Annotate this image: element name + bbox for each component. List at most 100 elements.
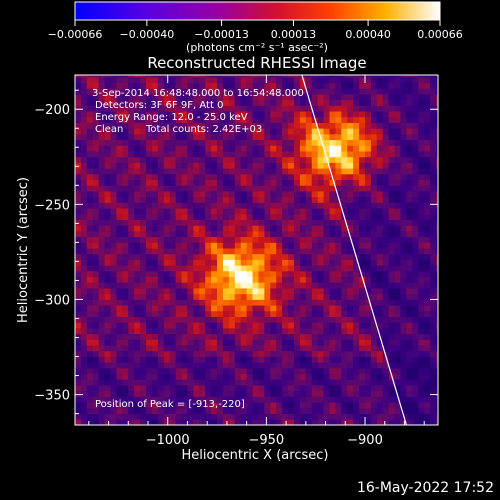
heatmap-cell [104, 133, 111, 141]
heatmap-cell [146, 242, 153, 249]
heatmap-cell [424, 82, 431, 89]
heatmap-cell [134, 282, 141, 289]
heatmap-cell [400, 288, 407, 295]
heatmap-cell [128, 82, 135, 89]
heatmap-cell [436, 293, 438, 300]
heatmap-cell [276, 299, 283, 306]
heatmap-cell [293, 225, 301, 232]
heatmap-cell [335, 390, 342, 397]
heatmap-cell [430, 230, 437, 238]
heatmap-cell [75, 139, 82, 146]
heatmap-cell [116, 253, 123, 260]
heatmap-cell [376, 385, 384, 392]
heatmap-cell [222, 345, 230, 352]
heatmap-cell [276, 173, 283, 181]
heatmap-cell [347, 128, 354, 135]
heatmap-cell [151, 242, 159, 249]
heatmap-cell [382, 145, 390, 152]
heatmap-cell [211, 270, 218, 278]
heatmap-cell [222, 259, 230, 266]
heatmap-cell [299, 310, 307, 317]
heatmap-cell [282, 310, 289, 317]
heatmap-cell [335, 270, 342, 278]
heatmap-cell [341, 196, 348, 203]
heatmap-cell [305, 339, 313, 346]
heatmap-cell [288, 413, 295, 420]
heatmap-cell [335, 162, 342, 169]
heatmap-cell [116, 288, 123, 295]
heatmap-cell [329, 202, 336, 209]
heatmap-cell [240, 413, 248, 420]
heatmap-cell [217, 139, 224, 146]
heatmap-cell [246, 322, 253, 329]
heatmap-cell [359, 350, 366, 357]
heatmap-cell [430, 133, 437, 141]
heatmap-cell [418, 173, 425, 181]
heatmap-cell [234, 94, 242, 101]
heatmap-cell [75, 350, 82, 357]
heatmap-cell [222, 225, 230, 232]
heatmap-cell [264, 105, 271, 112]
heatmap-cell [406, 362, 413, 369]
heatmap-cell [217, 385, 224, 392]
heatmap-cell [382, 350, 390, 357]
heatmap-cell [317, 173, 324, 181]
heatmap-cell [359, 419, 366, 425]
heatmap-cell [406, 208, 413, 215]
heatmap-cell [264, 76, 271, 84]
heatmap-cell [116, 82, 123, 89]
heatmap-cell [341, 162, 348, 169]
heatmap-cell [329, 385, 336, 392]
heatmap-cell [146, 310, 153, 317]
heatmap-cell [365, 299, 372, 306]
heatmap-cell [335, 419, 342, 425]
heatmap-cell [110, 76, 117, 84]
heatmap-cell [424, 419, 431, 425]
heatmap-cell [86, 248, 94, 255]
heatmap-cell [222, 76, 230, 84]
heatmap-cell [299, 230, 307, 238]
heatmap-cell [187, 270, 194, 278]
heatmap-cell [282, 122, 289, 129]
heatmap-cell [205, 99, 212, 106]
heatmap-cell [146, 316, 153, 323]
heatmap-cell [98, 373, 105, 380]
heatmap-cell [222, 265, 230, 272]
heatmap-cell [252, 75, 259, 78]
heatmap-cell [151, 94, 159, 101]
heatmap-cell [86, 99, 94, 106]
heatmap-cell [205, 196, 212, 203]
heatmap-cell [187, 82, 194, 89]
heatmap-cell [181, 259, 188, 266]
heatmap-cell [175, 305, 182, 312]
heatmap-cell [341, 413, 348, 420]
heatmap-cell [246, 385, 253, 392]
heatmap-cell [146, 213, 153, 220]
heatmap-cell [424, 276, 431, 283]
heatmap-cell [187, 379, 194, 386]
heatmap-cell [169, 288, 177, 295]
heatmap-cell [80, 230, 88, 238]
heatmap-cell [92, 151, 100, 158]
heatmap-cell [293, 248, 301, 255]
heatmap-cell [412, 299, 419, 306]
heatmap-cell [436, 75, 438, 78]
heatmap-cell [370, 362, 378, 369]
heatmap-cell [187, 356, 194, 363]
heatmap-cell [240, 151, 248, 158]
heatmap-cell [270, 419, 277, 425]
heatmap-cell [270, 327, 277, 335]
heatmap-cell [75, 396, 82, 403]
heatmap-cell [181, 225, 188, 232]
heatmap-cell [211, 407, 218, 414]
heatmap-cell [222, 316, 230, 323]
heatmap-cell [104, 162, 111, 169]
heatmap-cell [293, 122, 301, 129]
heatmap-cell [353, 413, 360, 420]
heatmap-cell [240, 350, 248, 357]
heatmap-cell [134, 390, 141, 397]
heatmap-cell [157, 202, 165, 209]
heatmap-cell [80, 316, 88, 323]
heatmap-cell [240, 316, 248, 323]
heatmap-cell [199, 282, 206, 289]
